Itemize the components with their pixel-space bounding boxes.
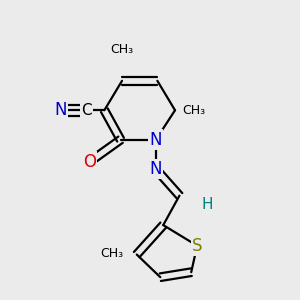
Text: N: N bbox=[54, 101, 66, 119]
Text: N: N bbox=[150, 131, 162, 149]
Text: CH₃: CH₃ bbox=[110, 44, 134, 56]
Text: CH₃: CH₃ bbox=[183, 104, 206, 117]
Text: CH₃: CH₃ bbox=[100, 247, 123, 260]
Text: O: O bbox=[83, 153, 96, 171]
Text: N: N bbox=[150, 160, 162, 178]
Text: C: C bbox=[81, 103, 92, 118]
Text: S: S bbox=[192, 237, 202, 255]
Text: H: H bbox=[202, 197, 213, 212]
